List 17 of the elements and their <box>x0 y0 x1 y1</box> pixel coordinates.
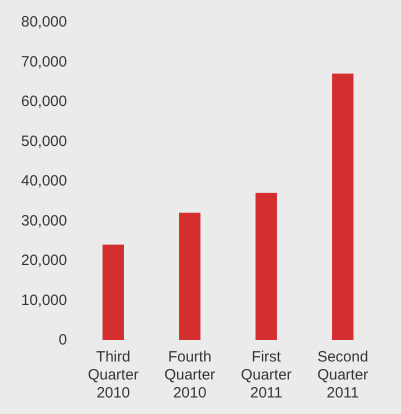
bar <box>332 74 354 340</box>
y-tick-label: 60,000 <box>21 93 67 110</box>
y-tick-label: 40,000 <box>21 172 67 190</box>
bar <box>102 244 124 340</box>
y-tick-label: 50,000 <box>21 132 67 150</box>
bar <box>179 212 200 340</box>
y-tick-label: 80,000 <box>21 14 67 30</box>
x-tick-label: Second Quarter 2011 <box>317 348 368 402</box>
bar <box>256 192 277 340</box>
y-tick-label: 30,000 <box>21 212 67 230</box>
y-tick-label: 0 <box>58 332 67 348</box>
x-tick-label: Third Quarter 2010 <box>88 348 139 402</box>
y-tick-label: 20,000 <box>21 252 67 269</box>
y-tick-label: 70,000 <box>21 53 67 70</box>
x-tick-label: First Quarter 2011 <box>240 348 292 402</box>
y-tick-label: 10,000 <box>21 292 67 309</box>
x-tick-label: Fourth Quarter 2010 <box>164 348 216 402</box>
